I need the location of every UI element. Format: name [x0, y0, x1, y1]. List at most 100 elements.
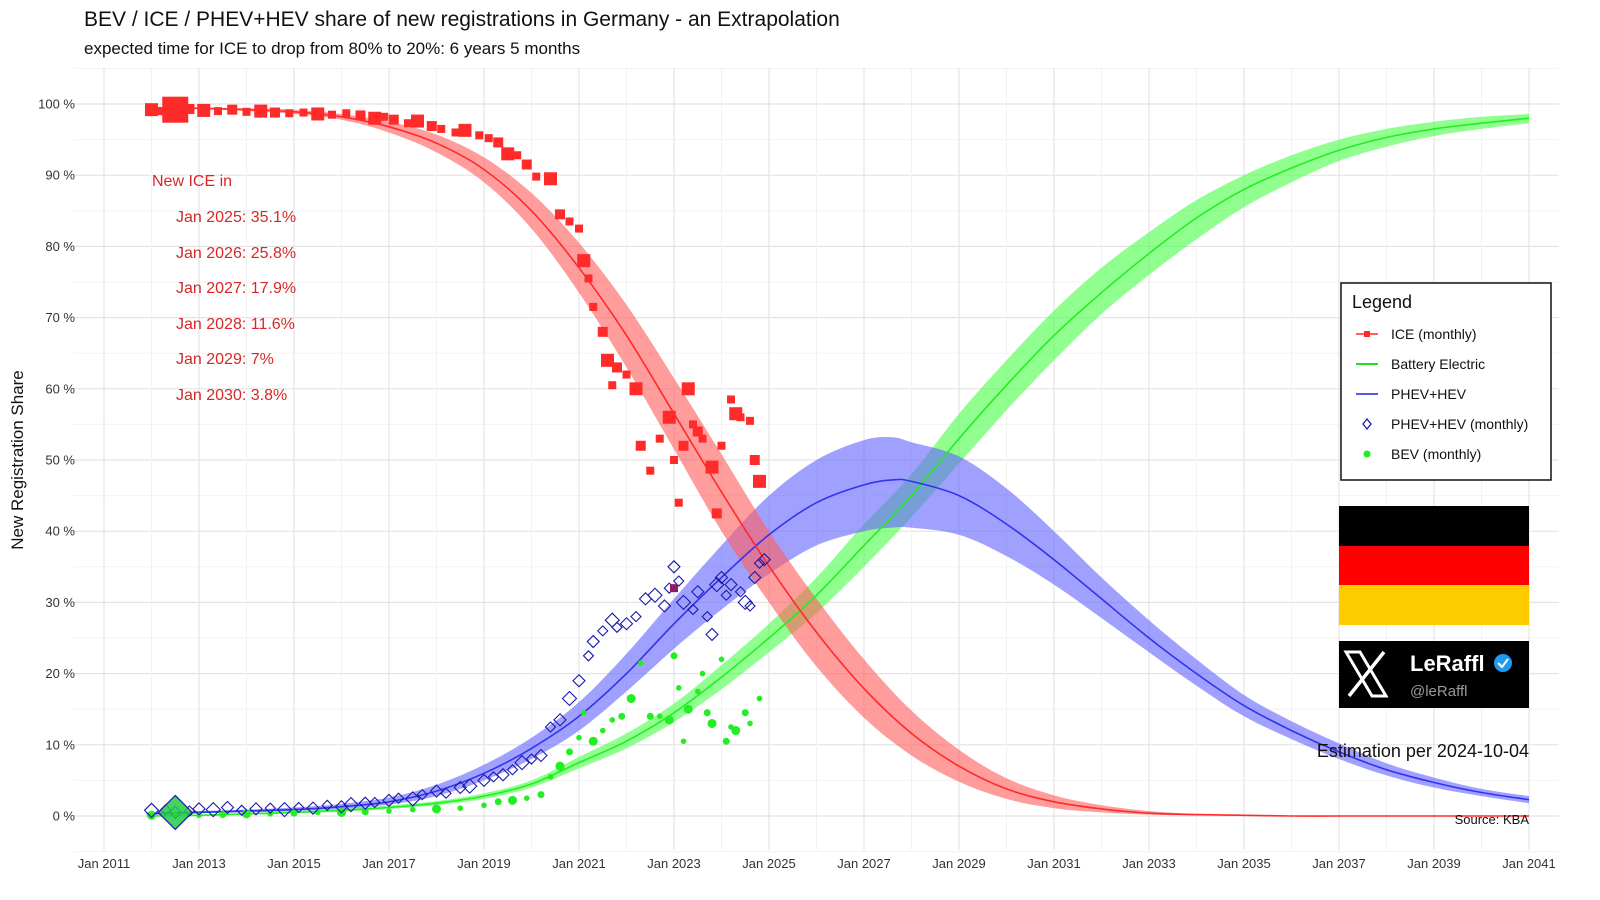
phev-monthly-point [604, 612, 621, 628]
ice-monthly-point [670, 584, 678, 593]
phev-monthly-point [514, 754, 530, 771]
phev-monthly-point [525, 753, 538, 765]
phev-monthly-point [753, 557, 766, 570]
phev-monthly-point [143, 802, 160, 819]
phev-monthly-point [657, 599, 672, 613]
phev-monthly-point [690, 584, 705, 599]
ice-monthly-point [589, 302, 598, 311]
ice-monthly-point [532, 172, 541, 181]
x-tick-label: Jan 2011 [78, 856, 131, 871]
phev-monthly-point [724, 577, 738, 592]
bev-monthly-point [588, 736, 598, 746]
bev-monthly-point [599, 727, 606, 734]
ice-monthly-point [342, 109, 351, 118]
x-tick-label: Jan 2013 [172, 856, 226, 871]
phev-monthly-point [714, 570, 729, 585]
ice-monthly-point [388, 114, 399, 125]
x-logo-icon [1343, 650, 1389, 698]
bev-monthly-point [409, 806, 416, 813]
ice-monthly-point [608, 381, 617, 390]
flag-stripe-black [1339, 506, 1529, 546]
phev-monthly-point [734, 585, 747, 598]
phev-monthly-point [675, 594, 692, 611]
bev-monthly-point [646, 712, 654, 720]
chart-title: BEV / ICE / PHEV+HEV share of new regist… [84, 8, 840, 31]
bev-monthly-point [680, 738, 687, 745]
legend-title: Legend [1352, 292, 1412, 312]
phev-monthly-point [667, 560, 681, 574]
y-tick-label: 90 % [45, 168, 75, 183]
phev-monthly-point [582, 650, 595, 662]
phev-monthly-point [429, 784, 444, 798]
bev-monthly-point [626, 694, 636, 704]
x-axis-ticks: Jan 2011 Jan 2013 Jan 2015 Jan 2017 Jan 2019… [78, 856, 1556, 871]
ice-monthly-point [214, 107, 222, 116]
bev-monthly-point [675, 685, 682, 691]
bev-monthly-point [523, 795, 530, 801]
bev-monthly-point [637, 660, 644, 666]
legend-item-battery-electric: Battery Electric [1356, 356, 1485, 372]
bev-monthly-point [555, 761, 565, 771]
y-tick-label: 50 % [45, 453, 75, 468]
legend-item-phev-hev: PHEV+HEV [1356, 386, 1467, 402]
ice-monthly-point [727, 395, 735, 404]
ice-monthly-point [355, 110, 366, 121]
ice-monthly-point [184, 103, 195, 114]
phev-monthly-point [343, 796, 359, 813]
bev-monthly-point [457, 805, 464, 811]
ice-monthly-point [629, 382, 643, 396]
phev-monthly-point [672, 575, 685, 587]
ice-forecast-annotation: New ICE in Jan 2025: 35.1% Jan 2026: 25.… [152, 173, 296, 404]
bev-monthly-point [694, 688, 701, 695]
ice-monthly-point [513, 151, 522, 160]
phev-monthly-point [477, 773, 491, 788]
phev-monthly-point [235, 804, 248, 817]
author-badge[interactable]: LeRaffl @leRaffl [1339, 641, 1529, 708]
ice-monthly-point [577, 254, 591, 268]
phev-monthly-point [416, 788, 429, 801]
x-tick-label: Jan 2029 [932, 856, 986, 871]
y-tick-label: 30 % [45, 595, 75, 610]
annotation-line: Jan 2025: 35.1% [176, 209, 296, 226]
phev-monthly-point [368, 796, 381, 809]
point-layer [143, 96, 772, 831]
phev-monthly-point [687, 603, 699, 616]
bev-monthly-point [147, 810, 156, 820]
phev-monthly-point [496, 767, 510, 782]
ice-monthly-point [484, 134, 493, 143]
phev-monthly-point [720, 589, 733, 602]
annotation-line: Jan 2028: 11.6% [176, 316, 295, 333]
phev-monthly-point [572, 673, 586, 688]
phev-monthly-point [440, 787, 452, 799]
ice-monthly-point [368, 111, 382, 125]
phev-monthly-point [596, 625, 609, 637]
legend-key-diamond [1362, 417, 1372, 431]
phev-monthly-point [619, 616, 634, 631]
ice-monthly-point [404, 119, 412, 128]
bev-monthly-point [618, 712, 626, 720]
y-tick-label: 70 % [45, 310, 75, 325]
ice-monthly-point [749, 455, 760, 465]
ice-monthly-point [635, 440, 646, 451]
ice-trend-line [146, 106, 1529, 817]
ice-monthly-point [655, 434, 664, 443]
ice-monthly-point [612, 362, 622, 373]
bev-monthly-point [566, 748, 573, 756]
y-tick-label: 40 % [45, 524, 75, 539]
bev-monthly-point [481, 802, 487, 809]
bev-monthly-point [314, 809, 321, 816]
bev-monthly-point [722, 737, 730, 745]
legend-item-phev-hev-monthly: PHEV+HEV (monthly) [1362, 416, 1528, 432]
bev-monthly-point [508, 795, 517, 805]
y-tick-label: 60 % [45, 381, 75, 396]
x-tick-label: Jan 2037 [1312, 856, 1366, 871]
legend-item-bev-monthly: BEV (monthly) [1363, 446, 1481, 462]
bev-monthly-point [707, 718, 717, 728]
phev-monthly-point [461, 778, 478, 794]
badge-handle: @leRaffl [1410, 683, 1467, 700]
phev-monthly-point [630, 610, 642, 623]
phev-monthly-point [205, 801, 222, 818]
x-tick-label: Jan 2027 [837, 856, 891, 871]
phev-monthly-point [744, 600, 756, 612]
bev-monthly-point [609, 717, 616, 723]
